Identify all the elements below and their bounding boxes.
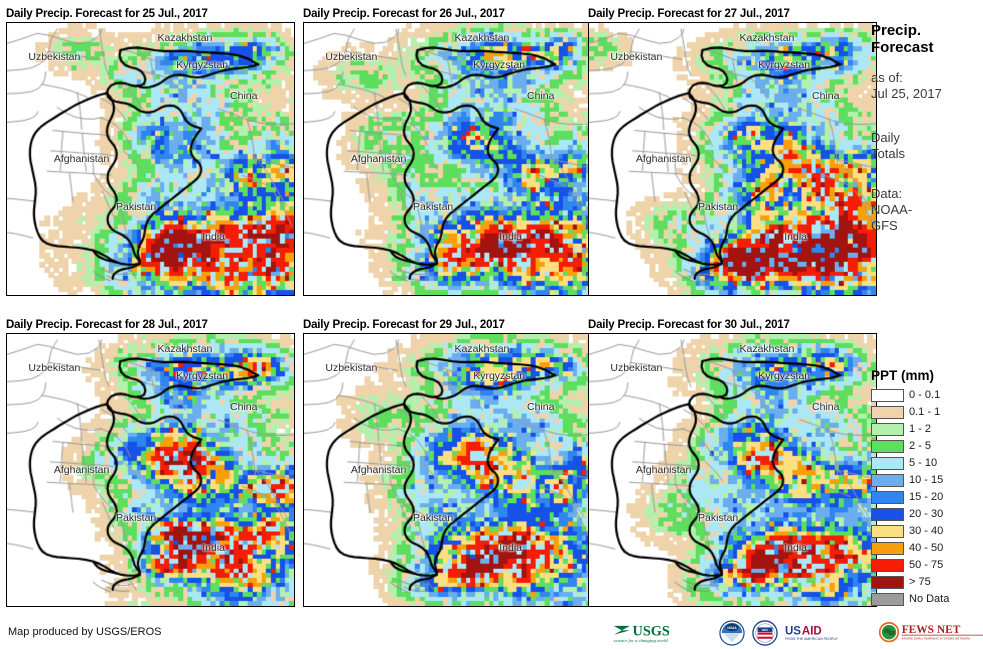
precipitation-raster <box>589 334 876 606</box>
forecast-panel: Daily Precip. Forecast for 26 Jul., 2017… <box>303 8 592 296</box>
legend-label: 2 - 5 <box>909 440 932 452</box>
info-asof-date: Jul 25, 2017 <box>871 86 942 101</box>
legend-label: 1 - 2 <box>909 423 932 435</box>
legend-swatch <box>871 473 904 487</box>
legend-label: 0.1 - 1 <box>909 406 941 418</box>
agency-logo-bar: USGS science for a changing world NOAA D… <box>612 619 983 647</box>
legend-label: 0 - 0.1 <box>909 389 941 401</box>
noaa-logo: NOAA <box>719 620 745 646</box>
info-title-line2: Forecast <box>871 39 934 56</box>
precipitation-legend: PPT (mm) 0 - 0.1 0.1 - 1 1 - 2 2 - 5 5 - 10 1… <box>871 368 983 608</box>
legend-swatch <box>871 575 904 589</box>
info-title-line1: Precip. <box>871 22 922 39</box>
svg-text:DOC: DOC <box>762 628 768 632</box>
legend-entry: 20 - 30 <box>871 506 983 522</box>
legend-label: 20 - 30 <box>909 508 944 520</box>
legend-label: > 75 <box>909 576 931 588</box>
legend-swatch <box>871 507 904 521</box>
legend-swatch <box>871 490 904 504</box>
usgs-logo: USGS science for a changing world <box>613 624 670 644</box>
panel-title: Daily Precip. Forecast for 25 Jul., 2017 <box>6 8 208 20</box>
info-data-line1: Data: <box>871 186 903 201</box>
info-column: Precip. Forecast as of: Jul 25, 2017 Dai… <box>871 22 983 234</box>
svg-text:USGS: USGS <box>633 624 670 640</box>
legend-swatch <box>871 541 904 555</box>
info-totals-line2: Totals <box>871 146 905 161</box>
legend-entry: 5 - 10 <box>871 455 983 471</box>
svg-text:FEWS NET: FEWS NET <box>902 624 961 636</box>
svg-text:AID: AID <box>802 626 822 638</box>
panel-title: Daily Precip. Forecast for 27 Jul., 2017 <box>588 8 790 20</box>
legend-label: 50 - 75 <box>909 559 944 571</box>
doc-seal-logo: DOC <box>752 620 778 646</box>
precipitation-map[interactable]: Kazakhstan Uzbekistan Kyrgyzstan China Afgha… <box>303 22 592 296</box>
legend-entry: 1 - 2 <box>871 421 983 437</box>
precipitation-map[interactable]: Kazakhstan Uzbekistan Kyrgyzstan China Afgha… <box>588 22 877 296</box>
legend-entry: No Data <box>871 591 983 607</box>
precipitation-map[interactable]: Kazakhstan Uzbekistan Kyrgyzstan China Afgha… <box>6 333 295 607</box>
legend-swatch <box>871 524 904 538</box>
usaid-logo: US AID FROM THE AMERICAN PEOPLE <box>785 626 838 641</box>
forecast-panel: Daily Precip. Forecast for 30 Jul., 2017… <box>588 319 877 607</box>
legend-swatch <box>871 388 904 402</box>
precipitation-map[interactable]: Kazakhstan Uzbekistan Kyrgyzstan China Afgha… <box>303 333 592 607</box>
info-data-line2: NOAA- <box>871 202 913 217</box>
svg-text:science for a changing world: science for a changing world <box>614 639 669 644</box>
svg-text:US: US <box>785 626 801 638</box>
legend-swatch <box>871 592 904 606</box>
svg-text:FAMINE EARLY WARNING SYSTEMS N: FAMINE EARLY WARNING SYSTEMS NETWORK <box>902 636 971 640</box>
svg-text:NOAA: NOAA <box>727 626 737 630</box>
info-totals-line1: Daily <box>871 130 900 145</box>
fewsnet-logo: FEWS NET FAMINE EARLY WARNING SYSTEMS NE… <box>878 622 983 643</box>
legend-label: 5 - 10 <box>909 457 938 469</box>
precipitation-map[interactable]: Kazakhstan Uzbekistan Kyrgyzstan China Afgha… <box>6 22 295 296</box>
panel-title: Daily Precip. Forecast for 30 Jul., 2017 <box>588 319 790 331</box>
legend-entry: 10 - 15 <box>871 472 983 488</box>
precipitation-map[interactable]: Kazakhstan Uzbekistan Kyrgyzstan China Afgha… <box>588 333 877 607</box>
legend-rows: 0 - 0.1 0.1 - 1 1 - 2 2 - 5 5 - 10 10 - 15 15 … <box>871 387 983 607</box>
legend-label: 15 - 20 <box>909 491 944 503</box>
panel-title: Daily Precip. Forecast for 29 Jul., 2017 <box>303 319 505 331</box>
precipitation-raster <box>304 23 591 295</box>
legend-label: 30 - 40 <box>909 525 944 537</box>
legend-entry: 2 - 5 <box>871 438 983 454</box>
info-data-line3: GFS <box>871 218 898 233</box>
legend-entry: 15 - 20 <box>871 489 983 505</box>
legend-swatch <box>871 456 904 470</box>
forecast-panel: Daily Precip. Forecast for 29 Jul., 2017… <box>303 319 592 607</box>
svg-text:FROM THE AMERICAN PEOPLE: FROM THE AMERICAN PEOPLE <box>785 637 838 641</box>
legend-entry: 30 - 40 <box>871 523 983 539</box>
forecast-panel: Daily Precip. Forecast for 27 Jul., 2017… <box>588 8 877 296</box>
legend-swatch <box>871 439 904 453</box>
legend-label: No Data <box>909 593 950 605</box>
map-credit: Map produced by USGS/EROS <box>8 626 162 638</box>
legend-entry: 0 - 0.1 <box>871 387 983 403</box>
legend-label: 10 - 15 <box>909 474 944 486</box>
legend-entry: > 75 <box>871 574 983 590</box>
legend-swatch <box>871 405 904 419</box>
panel-title: Daily Precip. Forecast for 26 Jul., 2017 <box>303 8 505 20</box>
legend-entry: 0.1 - 1 <box>871 404 983 420</box>
panel-title: Daily Precip. Forecast for 28 Jul., 2017 <box>6 319 208 331</box>
legend-swatch <box>871 422 904 436</box>
info-asof-label: as of: <box>871 70 903 85</box>
precipitation-raster <box>7 334 294 606</box>
forecast-panel: Daily Precip. Forecast for 25 Jul., 2017… <box>6 8 295 296</box>
precipitation-raster <box>7 23 294 295</box>
forecast-panel: Daily Precip. Forecast for 28 Jul., 2017… <box>6 319 295 607</box>
legend-entry: 50 - 75 <box>871 557 983 573</box>
precipitation-raster <box>304 334 591 606</box>
legend-label: 40 - 50 <box>909 542 944 554</box>
legend-title: PPT (mm) <box>871 368 935 383</box>
legend-swatch <box>871 558 904 572</box>
precipitation-raster <box>589 23 876 295</box>
legend-entry: 40 - 50 <box>871 540 983 556</box>
